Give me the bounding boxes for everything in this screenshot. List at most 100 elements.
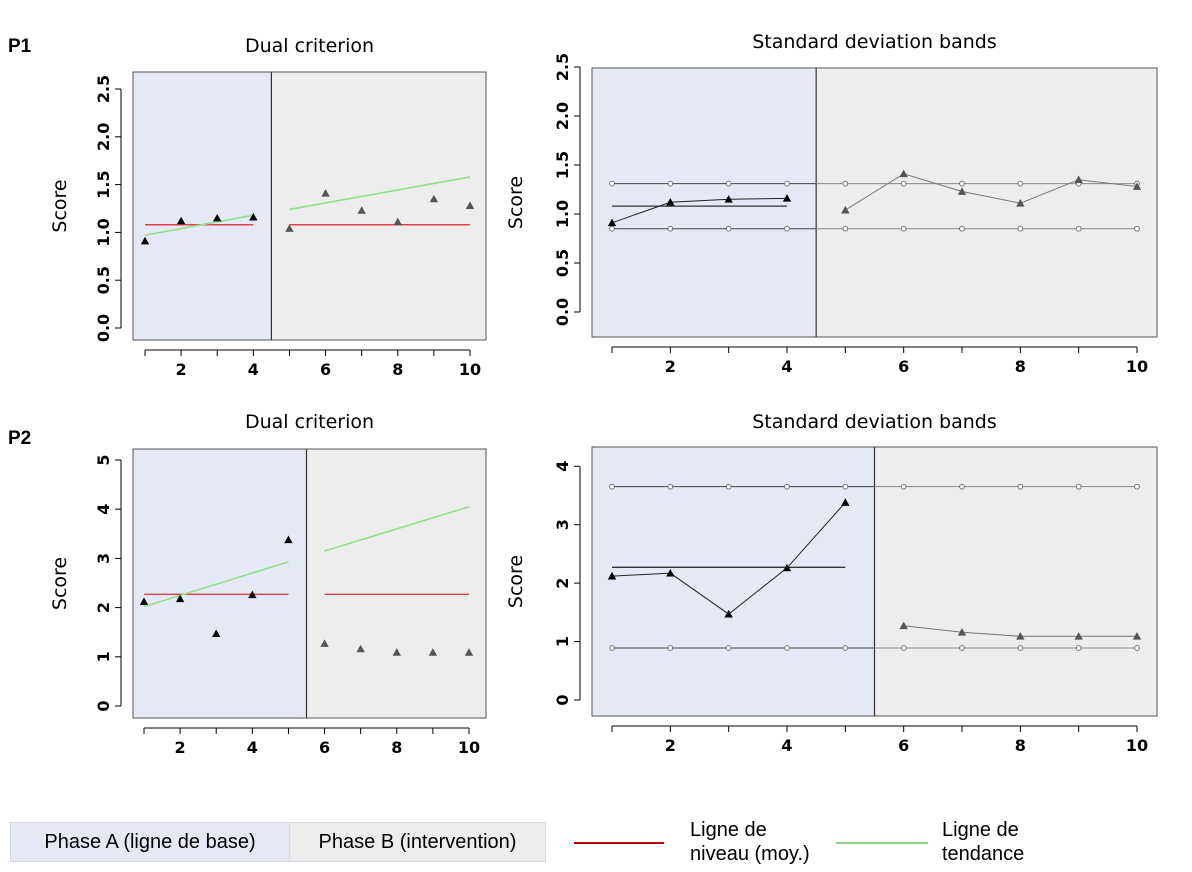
x-tick-label: 4	[247, 738, 258, 757]
band-marker	[959, 180, 965, 187]
y-tick-label: 4	[94, 504, 113, 515]
y-tick-label: 1.0	[94, 218, 113, 246]
data-point	[356, 644, 365, 653]
band-marker	[725, 225, 732, 232]
y-tick-label: 0	[553, 694, 572, 705]
data-point	[899, 621, 908, 630]
trend-line	[143, 561, 289, 608]
data-point	[392, 648, 401, 656]
y-tick-label: 0.0	[94, 314, 113, 342]
legend-phase-b: Phase B (intervention)	[289, 822, 546, 862]
data-point	[1132, 182, 1142, 190]
x-tick-label: 2	[665, 357, 676, 376]
data-point	[321, 189, 330, 197]
phase-a-background	[133, 72, 272, 340]
band-marker	[1017, 483, 1024, 490]
y-tick-label: 3	[553, 519, 572, 530]
y-tick-label: 2	[553, 578, 572, 589]
x-tick-label: 2	[176, 360, 187, 379]
phase-b-background	[874, 447, 1157, 716]
y-axis-label: Score	[505, 176, 527, 229]
chart-title: Standard deviation bands	[752, 411, 997, 433]
data-point	[465, 201, 475, 209]
x-tick-label: 8	[391, 738, 402, 757]
band-marker	[1017, 225, 1024, 232]
band-marker	[1075, 180, 1082, 187]
band-marker	[1075, 645, 1082, 651]
phase-a-background	[592, 447, 875, 716]
band-marker	[1075, 483, 1082, 490]
data-point	[320, 639, 329, 647]
x-tick-label: 2	[665, 736, 676, 755]
legend-level-line-label: Ligne de niveau (moy.)	[690, 819, 810, 865]
band-marker	[1134, 225, 1140, 232]
legend-level-line-swatch	[574, 842, 664, 844]
x-tick-label: 4	[781, 736, 792, 755]
plot-frame	[132, 448, 487, 719]
band-marker	[842, 483, 849, 490]
x-tick-label: 10	[458, 738, 480, 757]
x-tick-label: 2	[175, 738, 186, 757]
y-tick-label: 4	[553, 461, 572, 472]
data-point	[782, 194, 792, 202]
x-tick-label: 4	[248, 360, 259, 379]
y-tick-label: 2.0	[94, 123, 113, 151]
band-marker	[667, 180, 674, 187]
trend-line	[324, 505, 470, 552]
band-marker	[959, 645, 965, 651]
data-point	[249, 212, 258, 221]
data-point	[176, 216, 186, 225]
phase-b-background	[816, 68, 1157, 337]
data-point	[393, 217, 402, 226]
x-tick-label: 10	[1126, 357, 1148, 376]
y-tick-label: 3	[94, 553, 113, 564]
x-tick-label: 4	[781, 357, 792, 376]
x-tick-label: 8	[1015, 357, 1026, 376]
data-point	[284, 535, 293, 544]
x-tick-label: 8	[392, 360, 403, 379]
band-marker	[667, 483, 674, 490]
data-point	[957, 628, 967, 636]
trend-line	[289, 176, 471, 211]
band-marker	[667, 645, 674, 651]
data-point	[724, 609, 733, 618]
y-tick-label: 1.0	[553, 200, 572, 228]
band-marker	[725, 483, 732, 490]
data-point	[213, 213, 222, 222]
x-tick-label: 10	[459, 360, 481, 379]
data-point	[285, 224, 294, 232]
plot-frame	[132, 71, 487, 341]
band-marker	[609, 483, 615, 490]
y-tick-label: 2	[94, 602, 113, 613]
band-marker	[959, 225, 965, 232]
band-marker	[784, 180, 790, 187]
y-axis-label: Score	[505, 555, 527, 608]
legend-trend-line-label: Ligne de tendance	[942, 819, 1025, 865]
series-line	[611, 502, 846, 615]
phase-a-background	[133, 449, 307, 718]
band-marker	[900, 483, 907, 490]
phase-b-background	[306, 449, 486, 718]
phase-b-background	[271, 72, 486, 340]
x-tick-label: 8	[1015, 736, 1026, 755]
band-marker	[842, 645, 849, 651]
data-point	[428, 648, 438, 656]
y-tick-label: 1	[553, 636, 572, 647]
band-marker	[1075, 225, 1082, 232]
band-marker	[900, 645, 907, 651]
data-point	[1074, 175, 1083, 184]
band-marker	[1134, 483, 1140, 490]
y-tick-label: 1	[94, 651, 113, 662]
data-point	[666, 568, 675, 577]
band-marker	[842, 180, 849, 187]
data-point	[139, 597, 149, 606]
y-axis-label: Score	[49, 557, 71, 610]
x-tick-label: 6	[898, 357, 909, 376]
y-tick-label: 0.5	[94, 266, 113, 294]
data-point	[1074, 632, 1083, 640]
data-point	[1016, 199, 1025, 207]
band-marker	[784, 225, 790, 232]
